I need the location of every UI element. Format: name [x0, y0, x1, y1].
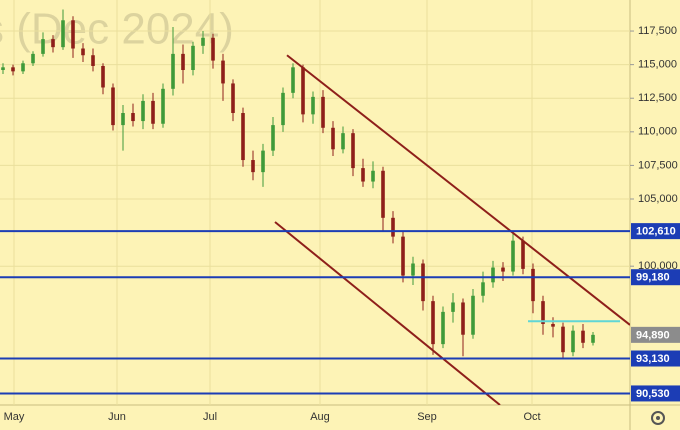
candle-body — [371, 170, 375, 182]
candle-body — [501, 267, 505, 272]
level-label-box — [631, 385, 680, 402]
y-tick-label: 115,000 — [638, 59, 677, 71]
candle-body — [271, 125, 275, 151]
y-tick-label: 105,000 — [638, 193, 678, 205]
candle-body — [11, 67, 15, 72]
level-label: 102,610 — [636, 226, 676, 238]
candle-body — [51, 39, 55, 48]
candle-body — [31, 53, 35, 64]
candle-body — [211, 37, 215, 61]
candle-body — [331, 127, 335, 150]
candle-body — [561, 326, 565, 353]
candle-body — [261, 150, 265, 173]
x-tick-label: Oct — [523, 411, 540, 423]
candle-body — [41, 39, 45, 54]
candle-body — [311, 96, 315, 115]
candle-body — [281, 92, 285, 126]
x-tick-label: Sep — [417, 411, 437, 423]
trend-line — [274, 221, 501, 405]
candle-body — [551, 323, 555, 327]
candle-body — [461, 302, 465, 335]
y-tick-label: 107,500 — [638, 159, 678, 171]
x-tick-label: May — [4, 411, 25, 423]
candle-body — [451, 302, 455, 312]
candle-body — [441, 311, 445, 345]
candle-body — [321, 96, 325, 128]
candle-body — [581, 330, 585, 343]
candle-body — [251, 160, 255, 173]
candle-body — [141, 100, 145, 122]
candle-body — [161, 88, 165, 124]
x-tick-label: Jul — [203, 411, 217, 423]
candle-body — [341, 133, 345, 150]
candle-body — [301, 67, 305, 115]
candle-body — [531, 268, 535, 302]
candle-body — [61, 20, 65, 48]
candle-body — [421, 263, 425, 302]
level-label: 93,130 — [636, 353, 670, 365]
candle-body — [361, 168, 365, 182]
candle-body — [181, 53, 185, 71]
y-tick-label: 117,500 — [638, 25, 677, 37]
candle-body — [571, 330, 575, 353]
candle-body — [71, 20, 75, 49]
candle-body — [151, 100, 155, 124]
candle-body — [111, 87, 115, 126]
last-price-label: 94,890 — [636, 329, 670, 341]
x-tick-label: Jun — [108, 411, 126, 423]
level-label-box — [631, 350, 680, 367]
y-tick-label: 112,500 — [638, 92, 677, 104]
candle-body — [221, 60, 225, 84]
candle-body — [21, 63, 25, 72]
candle-body — [101, 65, 105, 88]
level-label-box — [631, 269, 680, 286]
candle-body — [481, 282, 485, 296]
x-tick-label: Aug — [310, 411, 330, 423]
candle-body — [231, 83, 235, 114]
candle-body — [471, 295, 475, 335]
candle-body — [591, 334, 595, 343]
candle-body — [81, 48, 85, 56]
candle-body — [511, 240, 515, 272]
last-price-box — [631, 326, 680, 343]
level-label-box — [631, 223, 680, 240]
y-tick-label: 110,000 — [638, 126, 677, 138]
candle-body — [351, 133, 355, 169]
candle-body — [391, 217, 395, 237]
candle-body — [91, 55, 95, 66]
candle-body — [411, 263, 415, 276]
candle-body — [1, 67, 5, 71]
trend-line — [286, 54, 630, 326]
candle-body — [491, 267, 495, 283]
candle-body — [201, 37, 205, 46]
level-label: 99,180 — [636, 272, 670, 284]
candle-body — [291, 67, 295, 93]
candle-body — [541, 301, 545, 324]
candle-body — [191, 45, 195, 71]
candle-body — [431, 301, 435, 345]
candle-body — [401, 236, 405, 276]
candle-body — [521, 240, 525, 269]
candle-body — [241, 113, 245, 161]
candle-body — [131, 113, 135, 122]
plot-area — [0, 0, 630, 405]
candle-body — [171, 53, 175, 89]
settings-icon[interactable] — [651, 411, 665, 425]
level-label: 90,530 — [636, 388, 670, 400]
candle-body — [381, 170, 385, 218]
y-tick-label: 100,000 — [638, 260, 678, 272]
candle-body — [121, 113, 125, 126]
